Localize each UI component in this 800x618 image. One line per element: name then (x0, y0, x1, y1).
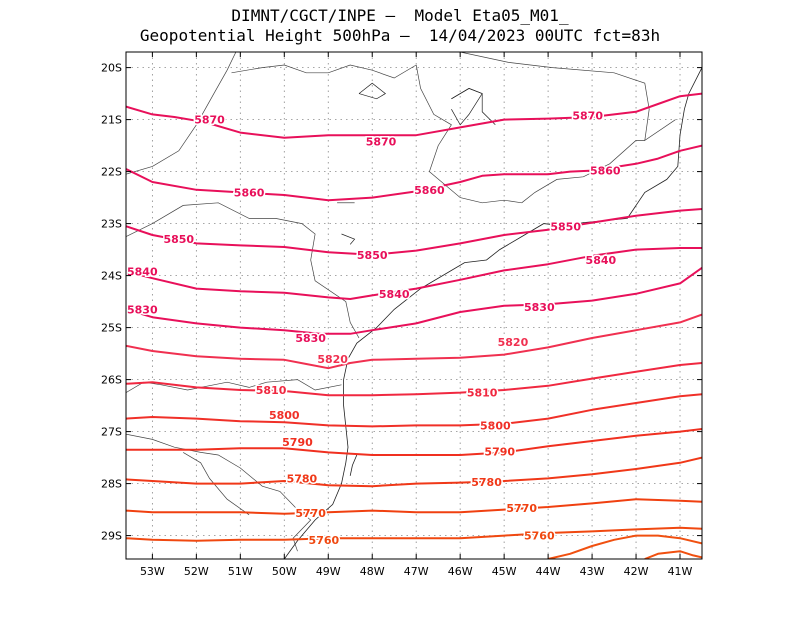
contour-5840 (126, 247, 702, 300)
contour-label: 5860 (234, 186, 265, 199)
contour-label: 5840 (379, 288, 410, 301)
contour-5860 (126, 144, 702, 202)
lon-tick-label: 43W (580, 565, 605, 578)
contour-label: 5870 (572, 109, 603, 122)
contour-label: 5830 (524, 301, 555, 314)
contour-label: 5840 (586, 254, 617, 267)
contour-label: 5820 (498, 336, 529, 349)
lat-lon-grid (126, 52, 702, 559)
state-border (126, 52, 237, 175)
contour-5740 (644, 550, 702, 559)
lat-tick-label: 29S (101, 530, 122, 543)
state-border (521, 140, 645, 204)
map-title-line-2: Geopotential Height 500hPa – 14/04/2023 … (139, 26, 661, 45)
lat-tick-label: 26S (101, 374, 122, 387)
contour-label: 5840 (127, 265, 158, 278)
state-border (126, 202, 360, 339)
lon-tick-label: 44W (536, 565, 561, 578)
lat-tick-label: 23S (101, 218, 122, 231)
lon-tick-label: 41W (668, 565, 693, 578)
contour-label: 5870 (366, 135, 397, 148)
lat-tick-label: 27S (101, 426, 122, 439)
map-frame (125, 51, 703, 560)
contour-5830 (126, 266, 702, 335)
contour-label: 5800 (269, 409, 300, 422)
coastline (283, 67, 702, 559)
lon-tick-label: 53W (140, 565, 165, 578)
lake-outline (358, 82, 387, 100)
contour-label: 5810 (467, 387, 498, 400)
lon-tick-label: 50W (272, 565, 297, 578)
contour-lines (126, 92, 702, 559)
state-border (460, 52, 676, 142)
contour-5780 (126, 456, 702, 488)
latitude-ticks: 20S 21S 22S 23S 24S 25S 26S 27S 28S 29S (101, 62, 702, 543)
contour-label: 5860 (590, 165, 621, 178)
contour-label: 5790 (282, 436, 313, 449)
contour-5760 (126, 526, 702, 542)
contour-label: 5780 (471, 476, 502, 489)
contour-5870 (126, 92, 702, 139)
contour-label: 5800 (480, 419, 511, 432)
state-border (183, 452, 250, 516)
contour-5820 (126, 313, 702, 370)
contour-label: 5780 (287, 472, 318, 485)
contour-label: 5770 (506, 502, 537, 515)
contour-5810 (126, 362, 702, 397)
lon-tick-label: 49W (316, 565, 341, 578)
lake-outline (451, 88, 496, 126)
state-border (126, 379, 342, 393)
lon-tick-label: 42W (624, 565, 649, 578)
lat-tick-label: 24S (101, 270, 122, 283)
longitude-ticks: 53W 52W 51W 50W 49W 48W 47W 46W 45W 44W 43W 42W 41W (140, 52, 693, 578)
lon-tick-label: 52W (184, 565, 209, 578)
state-border (231, 64, 417, 79)
geography (126, 52, 702, 559)
contour-label: 5810 (256, 384, 287, 397)
lon-tick-label: 51W (228, 565, 253, 578)
contour-5750 (547, 534, 702, 559)
contour-label: 5830 (127, 303, 158, 316)
contour-label: 5760 (524, 530, 555, 543)
contour-5800 (126, 393, 702, 428)
lat-tick-label: 21S (101, 114, 122, 127)
lake-outline (341, 233, 356, 245)
lat-tick-label: 28S (101, 478, 122, 491)
contour-label: 5850 (550, 221, 581, 234)
contour-5770 (126, 498, 702, 515)
lat-tick-label: 22S (101, 166, 122, 179)
lon-tick-label: 46W (448, 565, 473, 578)
contour-label: 5770 (295, 507, 326, 520)
contour-label: 5870 (194, 114, 225, 127)
contour-label: 5820 (317, 353, 348, 366)
contour-5790 (126, 428, 702, 456)
coastline (349, 454, 358, 476)
state-border (126, 433, 312, 552)
contour-label: 5850 (357, 249, 388, 262)
lon-tick-label: 45W (492, 565, 517, 578)
lat-tick-label: 20S (101, 62, 122, 75)
contour-label: 5830 (295, 332, 326, 345)
map-title-line-1: DIMNT/CGCT/INPE – Model Eta05_M01_ (231, 6, 569, 25)
contour-labels: 5870 5870 5870 5860 5860 5860 5850 5850 5850 5840… (126, 108, 623, 548)
contour-5850 (126, 208, 702, 256)
lon-tick-label: 47W (404, 565, 429, 578)
lon-tick-label: 48W (360, 565, 385, 578)
contour-label: 5860 (414, 184, 445, 197)
state-border (415, 64, 522, 204)
contour-label: 5790 (484, 445, 515, 458)
contour-label: 5760 (309, 534, 340, 547)
contour-label: 5850 (163, 233, 194, 246)
lat-tick-label: 25S (101, 322, 122, 335)
